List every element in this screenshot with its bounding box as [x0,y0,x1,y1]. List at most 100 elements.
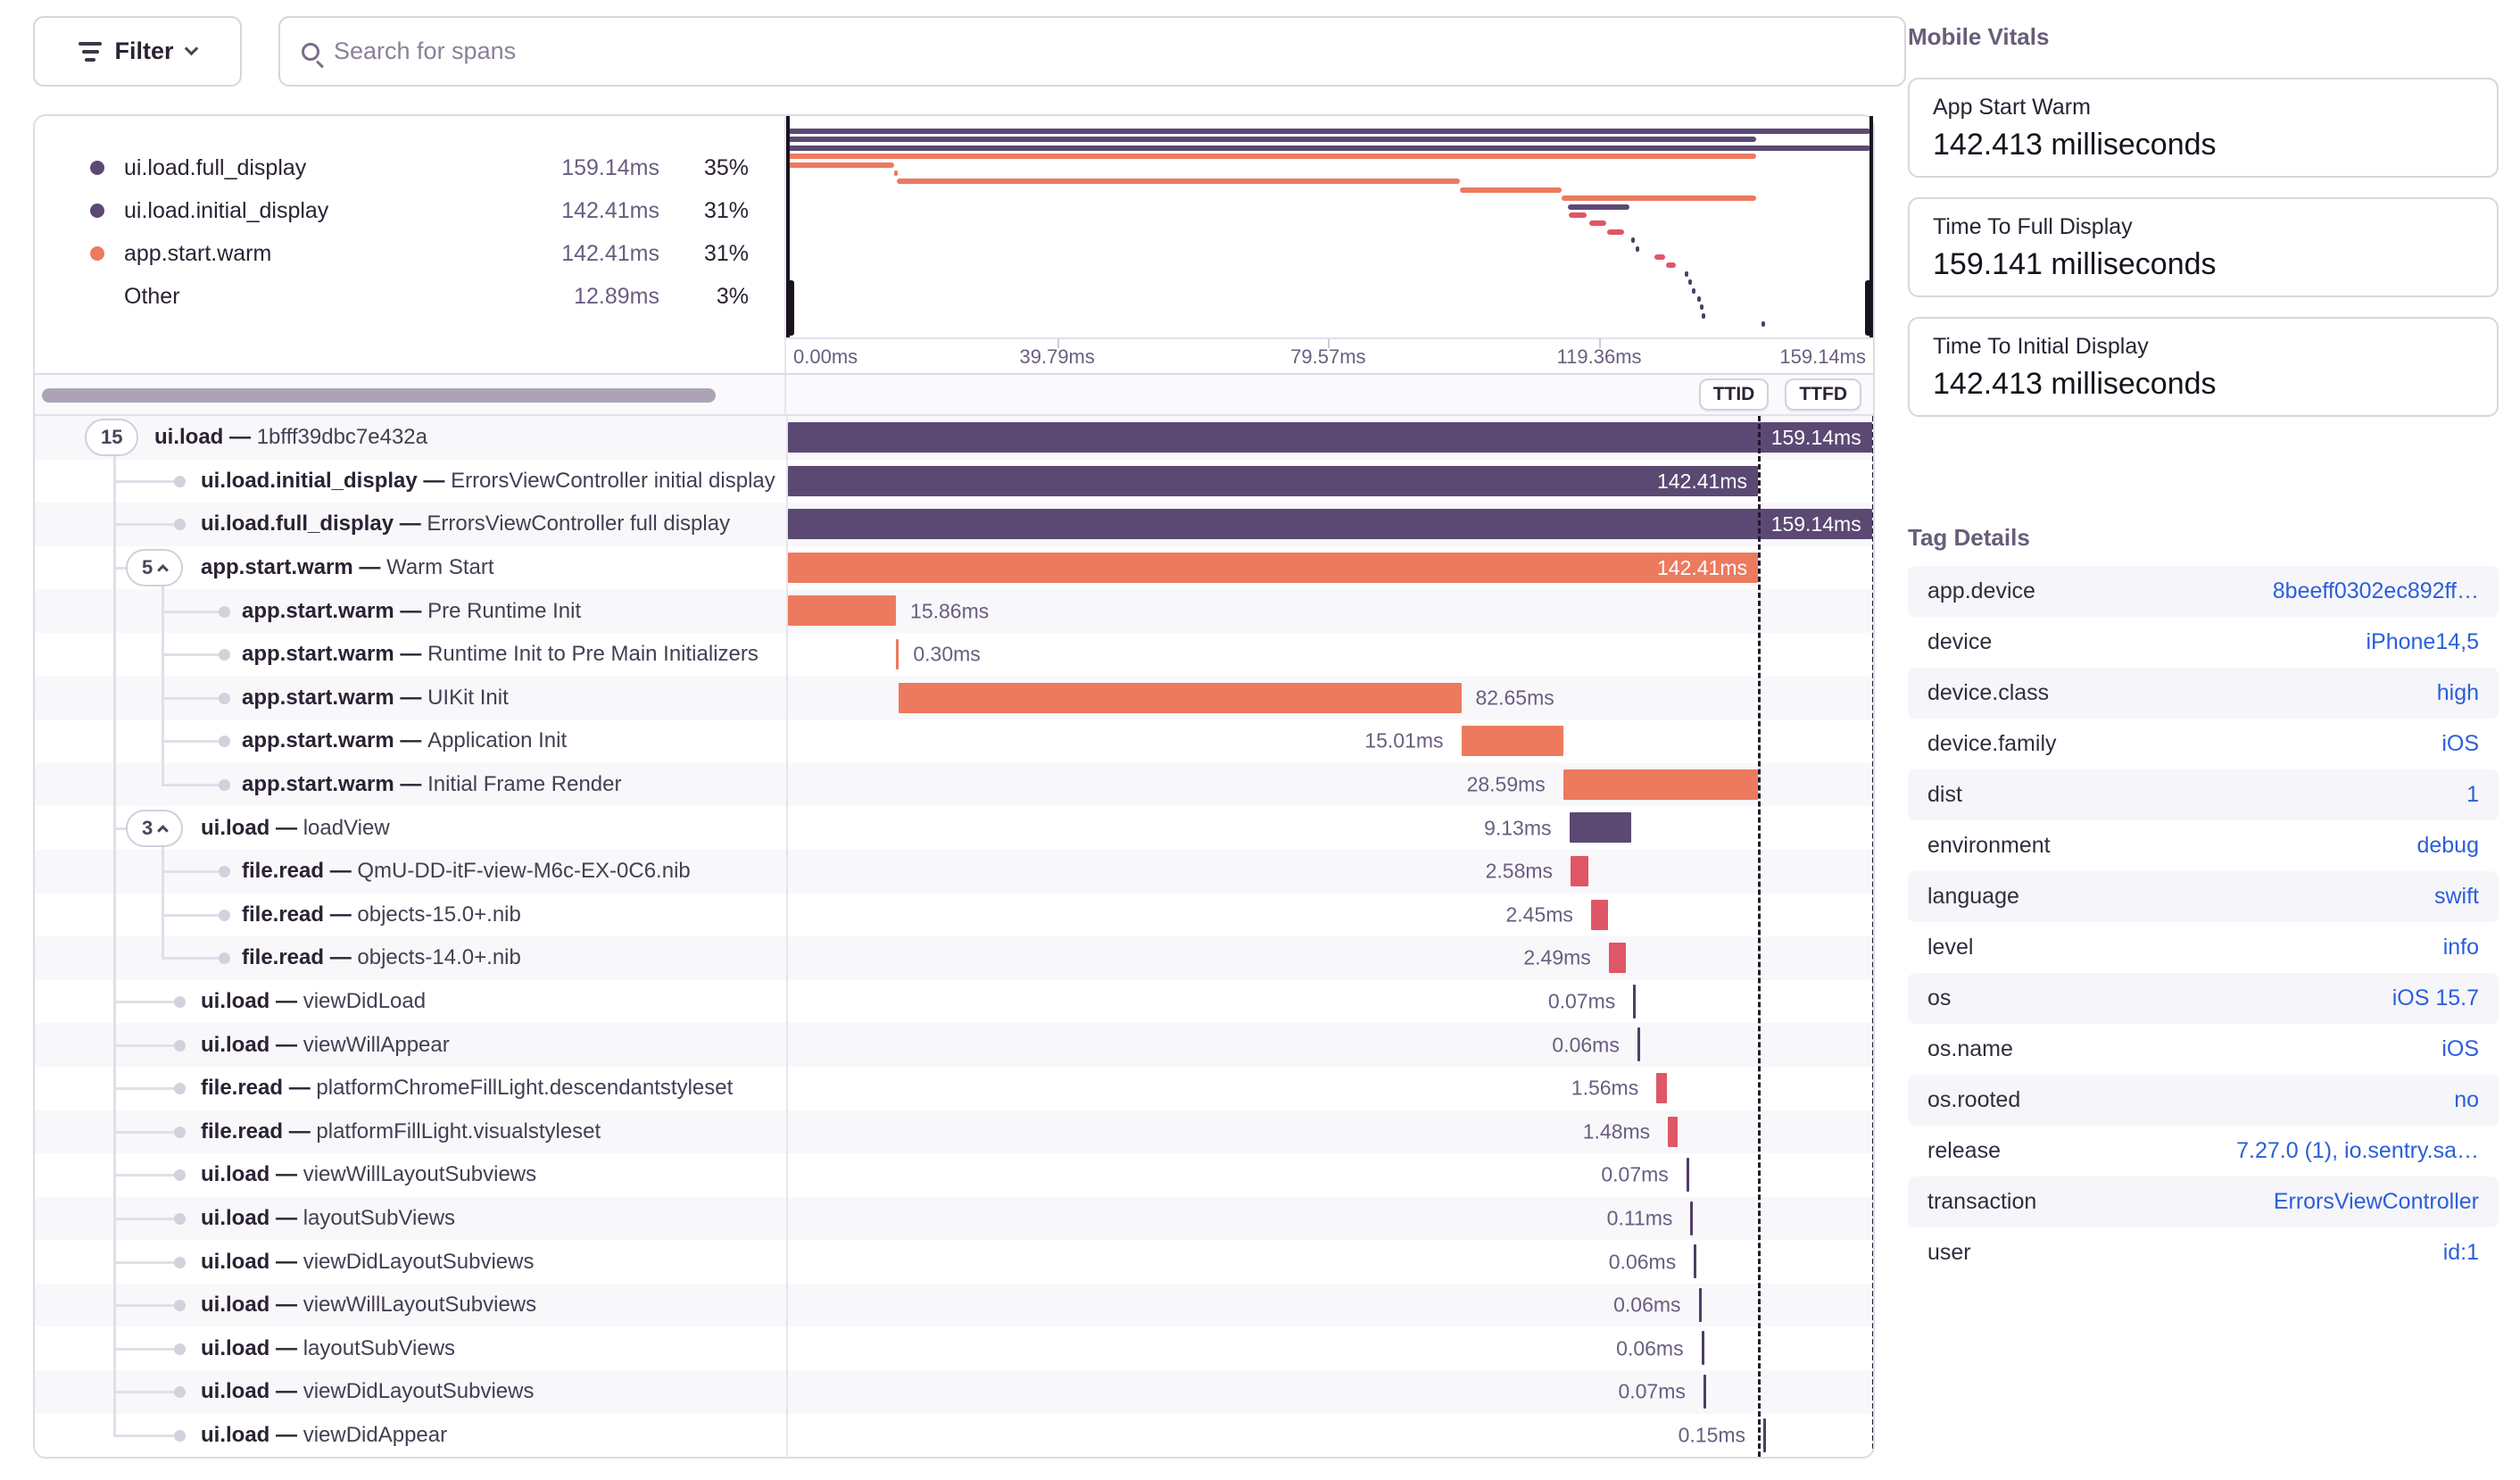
span-row[interactable]: ui.load.full_display — ErrorsViewControl… [35,503,1873,546]
span-row[interactable]: file.read — QmU-DD-itF-view-M6c-EX-0C6.n… [35,849,1873,894]
minimap-scrubber-right-grip[interactable] [1865,280,1873,336]
minimap-scrubber-left[interactable] [786,116,794,337]
span-row[interactable]: 15 ui.load — 1bfff39dbc7e432a 159.14ms [35,416,1873,460]
minimap-span-line [1561,195,1756,202]
vital-card: Time To Initial Display 142.413 milliseco… [1908,317,2499,417]
span-waterfall-cell: 0.07ms [786,1153,1873,1197]
tag-value[interactable]: ErrorsViewController [2273,1189,2479,1214]
span-row[interactable]: app.start.warm — Application Init 15.01ms [35,719,1873,763]
tag-value[interactable]: 7.27.0 (1), io.sentry.sa… [2236,1138,2479,1163]
tree-node-dot-icon [174,1343,186,1355]
tag-value[interactable]: iOS [2441,1036,2479,1061]
tag-value[interactable]: debug [2416,833,2479,858]
span-duration-label: 142.41ms [788,465,1758,496]
tree-trunk-line [162,586,164,786]
span-tree-cell: ui.load — layoutSubViews [35,1326,786,1370]
trace-minimap[interactable] [786,116,1873,337]
span-duration-label: 0.07ms [1601,1162,1669,1186]
minimap-span-line [1635,245,1639,252]
span-row[interactable]: ui.load — layoutSubViews 0.06ms [35,1326,1873,1371]
tag-value[interactable]: iPhone14,5 [2366,629,2479,654]
span-tree-cell: ui.load — layoutSubViews [35,1197,786,1241]
tag-value[interactable]: 8beeff0302ec892ff… [2272,578,2479,603]
span-tree-label: ui.load — loadView [201,816,390,841]
span-tree-cell: ui.load — viewDidLoad [35,980,786,1024]
mobile-vitals-cards: App Start Warm 142.413 milliseconds Time T… [1908,78,2499,417]
span-row[interactable]: ui.load — viewDidLayoutSubviews 0.07ms [35,1370,1873,1414]
tree-node-dot-icon [174,1039,186,1052]
span-row[interactable]: ui.load — viewWillAppear 0.06ms [35,1023,1873,1067]
tree-connector-line [113,479,181,483]
span-count-badge[interactable]: 15 [85,419,139,457]
legend-duration: 12.89ms [574,283,659,309]
span-waterfall-cell: 0.11ms [786,1196,1873,1241]
tree-node-dot-icon [174,1386,186,1399]
tag-value[interactable]: iOS 15.7 [2392,985,2479,1010]
span-row[interactable]: ui.load — viewWillLayoutSubviews 0.06ms [35,1283,1873,1327]
span-bar [1571,855,1588,886]
minimap-scrubber-left-grip[interactable] [786,280,794,336]
tree-connector-line [113,1043,181,1047]
span-row[interactable]: 3 ui.load — loadView 9.13ms [35,806,1873,850]
span-duration-label: 1.56ms [1571,1076,1639,1100]
span-row[interactable]: ui.load.initial_display — ErrorsViewCont… [35,459,1873,503]
span-count-badge[interactable]: 3 [126,809,184,847]
span-row[interactable]: ui.load — viewDidLoad 0.07ms [35,979,1873,1024]
span-duration-label: 0.06ms [1616,1336,1684,1360]
span-op: file.read [201,1118,284,1143]
span-row[interactable]: app.start.warm — Initial Frame Render 28.… [35,762,1873,807]
span-row[interactable]: ui.load — viewWillLayoutSubviews 0.07ms [35,1153,1873,1197]
span-op: ui.load.full_display [201,511,394,536]
span-separator: — [223,425,257,450]
span-bar [1694,1244,1697,1279]
filter-button[interactable]: Filter [33,16,242,87]
span-duration-label: 0.15ms [1678,1423,1746,1447]
span-description: Runtime Init to Pre Main Initializers [427,642,758,667]
minimap-span-line [1569,212,1587,218]
span-row[interactable]: file.read — platformChromeFillLight.desc… [35,1066,1873,1110]
span-op: app.start.warm [242,642,394,667]
span-separator: — [269,1379,303,1404]
legend-color-dot-icon [90,204,104,218]
tag-value[interactable]: info [2442,935,2479,960]
span-row[interactable]: file.read — objects-15.0+.nib 2.45ms [35,893,1873,937]
span-tree-cell: ui.load — viewWillLayoutSubviews [35,1153,786,1197]
span-waterfall-cell: 159.14ms [786,416,1873,460]
tree-connector-line [113,1001,181,1004]
tag-value[interactable]: iOS [2441,731,2479,756]
tag-value[interactable]: id:1 [2442,1240,2479,1265]
span-bar [1686,1158,1689,1193]
span-row[interactable]: file.read — platformFillLight.visualstyl… [35,1110,1873,1154]
span-row[interactable]: app.start.warm — Runtime Init to Pre Mai… [35,632,1873,677]
span-row[interactable]: file.read — objects-14.0+.nib 2.49ms [35,936,1873,980]
horizontal-scrollbar-thumb[interactable] [42,388,716,403]
span-row[interactable]: ui.load — viewDidLayoutSubviews 0.06ms [35,1240,1873,1284]
span-count-badge[interactable]: 5 [126,549,184,587]
tree-node-dot-icon [174,1256,186,1268]
minimap-scrubber-right[interactable] [1865,116,1873,337]
span-row[interactable]: ui.load — viewDidAppear 0.15ms [35,1413,1873,1457]
span-row[interactable]: app.start.warm — Pre Runtime Init 15.86ms [35,589,1873,633]
span-tree-label: ui.load — viewDidLayoutSubviews [201,1379,534,1404]
tree-node-dot-icon [219,605,230,618]
span-tree-cell: file.read — QmU-DD-itF-view-M6c-EX-0C6.n… [35,850,786,894]
span-count: 3 [142,816,153,839]
tag-key: os [1927,985,1952,1010]
span-tree-label: file.read — platformChromeFillLight.desc… [201,1076,733,1101]
span-duration-label: 9.13ms [1484,816,1552,840]
search-input[interactable] [334,37,1883,65]
tag-value[interactable]: no [2454,1087,2479,1112]
tag-value[interactable]: 1 [2466,782,2479,807]
span-description: viewWillLayoutSubviews [303,1293,537,1318]
span-row[interactable]: 5 app.start.warm — Warm Start 142.41ms [35,545,1873,590]
tag-value[interactable]: high [2436,680,2479,705]
span-row[interactable]: ui.load — layoutSubViews 0.11ms [35,1196,1873,1241]
tree-connector-line [113,567,129,570]
tag-value[interactable]: swift [2434,884,2479,909]
span-separator: — [269,1335,303,1360]
span-tree-label: app.start.warm — Runtime Init to Pre Mai… [242,642,758,667]
span-tree-cell: ui.load — viewWillAppear [35,1023,786,1067]
span-waterfall-cell: 0.07ms [786,1370,1873,1414]
span-bar [1461,726,1564,757]
span-row[interactable]: app.start.warm — UIKit Init 82.65ms [35,676,1873,720]
